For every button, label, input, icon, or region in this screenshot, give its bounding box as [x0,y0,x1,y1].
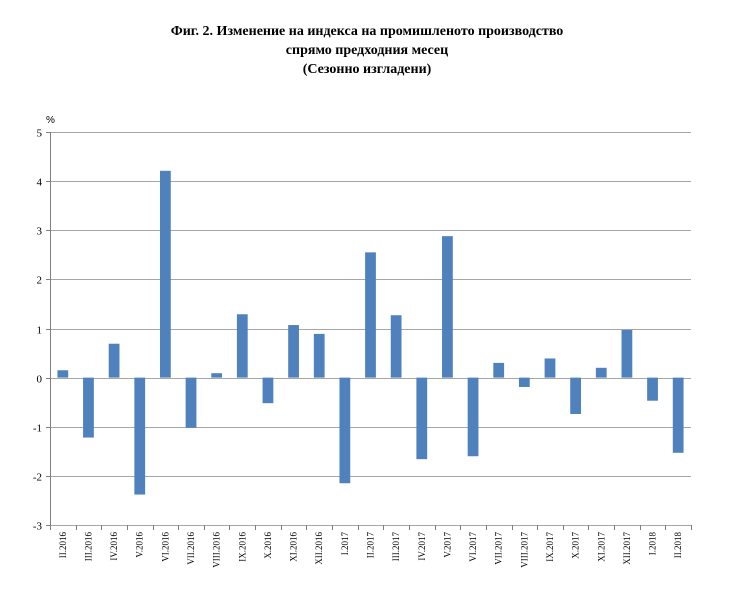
y-tick-label: -3 [33,521,43,533]
chart-title-line-3: (Сезонно изгладени) [302,62,432,77]
x-tick-label: XII.2017 [622,532,632,565]
bar-II.2018 [672,377,684,453]
y-tick-label: 0 [37,374,43,386]
x-tick-label: X.2016 [263,532,273,559]
x-tick-label: X.2017 [571,532,581,559]
x-tick-label: III.2016 [83,532,93,562]
x-tick-label: II.2016 [58,532,68,559]
bar-VII.2016 [185,377,197,428]
y-tick-label: 1 [37,325,43,337]
x-tick-label: VIII.2017 [519,532,529,568]
x-tick-label: II.2017 [366,532,376,559]
bar-IV.2017 [416,377,428,460]
bar-XI.2017 [595,367,607,378]
y-tick-label: 2 [37,275,43,287]
bar-V.2017 [442,236,453,378]
bar-X.2016 [262,377,274,404]
x-tick-label: II.2018 [673,532,683,559]
x-tick-label: I.2018 [648,532,658,556]
bar-XI.2016 [288,325,299,378]
y-tick-labels: -3 -2 -1 0 1 2 3 4 5 [33,128,43,533]
y-tick-label: 3 [37,226,43,238]
bar-III.2017 [390,315,402,378]
x-tick-label: V.2016 [135,532,145,558]
y-axis-unit-label: % [46,115,55,126]
bar-XII.2016 [313,333,325,378]
x-tick-labels: II.2016 III.2016 IV.2016 V.2016 VI.2016 VII.2… [58,532,683,568]
bar-I.2018 [647,377,658,401]
gridlines [50,132,691,526]
x-tick-label: IV.2017 [417,532,427,561]
x-tick-label: V.2017 [442,532,452,558]
bar-I.2017 [339,377,351,484]
x-tick-label: VI.2016 [160,532,170,562]
x-tick-label: XI.2016 [289,532,299,562]
bar-XII.2017 [621,329,633,378]
x-tick-label: VII.2016 [186,532,196,565]
x-tick-label: IV.2016 [109,532,119,561]
bar-VI.2017 [467,377,479,457]
bar-III.2016 [83,377,94,438]
bar-X.2017 [570,377,582,414]
x-tick-label: XII.2016 [314,532,324,565]
bar-VIII.2017 [518,377,530,387]
y-tick-label: -2 [33,472,42,484]
y-tick-label: 4 [37,177,43,189]
bar-IX.2017 [544,358,556,378]
y-tick-label: 5 [37,128,43,140]
bar-II.2016 [57,370,69,378]
x-tick-label: VI.2017 [468,532,478,562]
x-tick-label: III.2017 [391,532,401,562]
bar-IX.2016 [236,314,248,378]
x-tick-label: VII.2017 [494,532,504,565]
bar-IV.2016 [108,343,120,378]
x-tick-label: XI.2017 [596,532,606,562]
bar-VII.2017 [493,362,505,378]
x-tick-label: IX.2017 [545,532,555,562]
x-tick-label: IX.2016 [237,532,247,562]
chart-title: Фиг. 2. Изменение на индекса на промишле… [0,22,734,79]
bar-V.2016 [134,377,146,495]
y-tick-label: -1 [33,423,42,435]
chart-title-line-2: спрямо предходния месец [285,43,449,58]
x-tick-label: VIII.2016 [212,532,222,568]
bars [57,170,684,495]
bar-VI.2016 [159,170,171,378]
axes [46,132,692,530]
bar-II.2017 [365,252,376,378]
chart-title-line-1: Фиг. 2. Изменение на индекса на промишле… [170,24,564,39]
x-tick-label: I.2017 [340,532,350,556]
bar-VIII.2016 [211,373,223,378]
